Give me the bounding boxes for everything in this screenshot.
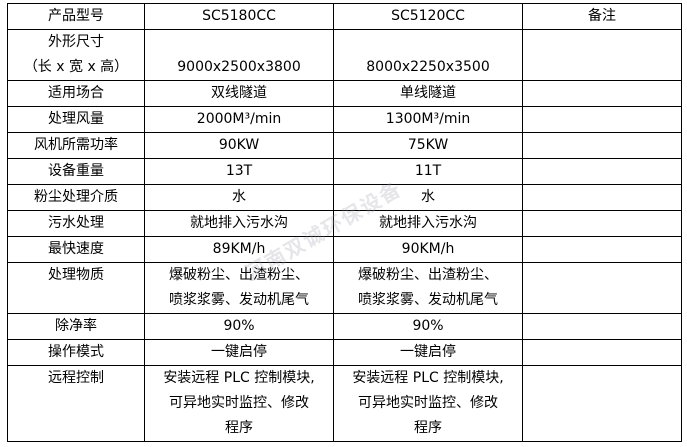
row-label: 操作模式 [7,339,145,366]
value-b: 单线隧道 [333,80,523,107]
value-line: 喷浆浆雾、发动机尾气 [358,292,498,308]
row-label: 适用场合 [7,80,145,107]
row-label: 粉尘处理介质 [7,184,145,211]
value-b: 1300M³/min [333,106,523,133]
header-model-b: SC5120CC [333,3,523,30]
note [522,210,682,237]
note [522,132,682,159]
header-label: 产品型号 [7,3,145,30]
value-a: 13T [144,158,334,185]
table-row: 污水处理 就地排入污水沟 就地排入污水沟 [7,210,682,237]
spec-table: 产品型号 SC5180CC SC5120CC 备注 外形尺寸 （长 x 宽 x 高… [7,3,682,442]
value-b: 90KM/h [333,236,523,263]
value-b: 水 [333,184,523,211]
note [522,106,682,133]
note [522,236,682,263]
value-a: 安装远程 PLC 控制模块, 可异地实时监控、修改 程序 [144,365,334,442]
note [522,262,682,314]
row-label: 处理风量 [7,106,145,133]
value-a: 爆破粉尘、出渣粉尘、 喷浆浆雾、发动机尾气 [144,262,334,314]
value-b: 8000x2250x3500 [333,29,523,81]
row-label: 最快速度 [7,236,145,263]
table-row: 除净率 90% 90% [7,313,682,340]
note [522,184,682,211]
table-row: 粉尘处理介质水水 [7,184,682,211]
table-row: 风机所需功率 90KW 75KW [7,132,682,159]
table-row: 适用场合 双线隧道 单线隧道 [7,80,682,107]
value-a: 一键启停 [144,339,334,366]
row-label: 设备重量 [7,158,145,185]
row-label: 处理物质 [7,262,145,314]
header-row: 产品型号 SC5180CC SC5120CC 备注 [7,3,682,30]
row-label: 远程控制 [7,365,145,442]
row-label: 风机所需功率 [7,132,145,159]
value-b: 爆破粉尘、出渣粉尘、 喷浆浆雾、发动机尾气 [333,262,523,314]
value-a: 90% [144,313,334,340]
row-label: 外形尺寸 （长 x 宽 x 高） [7,29,145,81]
value-a: 90KW [144,132,334,159]
value-b: 90% [333,313,523,340]
table-row: 操作模式 一键启停 一键启停 [7,339,682,366]
value-line: 可异地实时监控、修改 [358,395,498,411]
label-line: （长 x 宽 x 高） [23,59,129,75]
value-a: 89KM/h [144,236,334,263]
value-b: 一键启停 [333,339,523,366]
note [522,80,682,107]
value-b: 11T [333,158,523,185]
value-line: 程序 [414,420,442,436]
header-model-a: SC5180CC [144,3,334,30]
note [522,29,682,81]
value-line: 可异地实时监控、修改 [169,395,309,411]
note [522,313,682,340]
value-a: 双线隧道 [144,80,334,107]
note [522,339,682,366]
value-line: 爆破粉尘、出渣粉尘、 [358,267,498,283]
value-b: 安装远程 PLC 控制模块, 可异地实时监控、修改 程序 [333,365,523,442]
value-line: 安装远程 PLC 控制模块, [352,370,504,386]
table-row: 设备重量 13T 11T [7,158,682,185]
table-row: 远程控制 安装远程 PLC 控制模块, 可异地实时监控、修改 程序 安装远程 PLC… [7,365,682,442]
table-row: 处理物质 爆破粉尘、出渣粉尘、 喷浆浆雾、发动机尾气 爆破粉尘、出渣粉尘、 喷浆浆雾… [7,262,682,314]
header-note: 备注 [522,3,682,30]
value-line: 程序 [225,420,253,436]
value-line: 安装远程 PLC 控制模块, [163,370,315,386]
label-line: 外形尺寸 [48,34,104,50]
table-row: 处理风量 2000M³/min 1300M³/min [7,106,682,133]
note [522,158,682,185]
value-line: 爆破粉尘、出渣粉尘、 [169,267,309,283]
value-a: 9000x2500x3800 [144,29,334,81]
value-a: 2000M³/min [144,106,334,133]
value-a: 就地排入污水沟 [144,210,334,237]
table-row: 外形尺寸 （长 x 宽 x 高） 9000x2500x3800 8000x2250… [7,29,682,81]
value-a: 水 [144,184,334,211]
row-label: 污水处理 [7,210,145,237]
table-row: 最快速度 89KM/h 90KM/h [7,236,682,263]
row-label: 除净率 [7,313,145,340]
value-b: 75KW [333,132,523,159]
value-b: 就地排入污水沟 [333,210,523,237]
value-line: 喷浆浆雾、发动机尾气 [169,292,309,308]
note [522,365,682,442]
